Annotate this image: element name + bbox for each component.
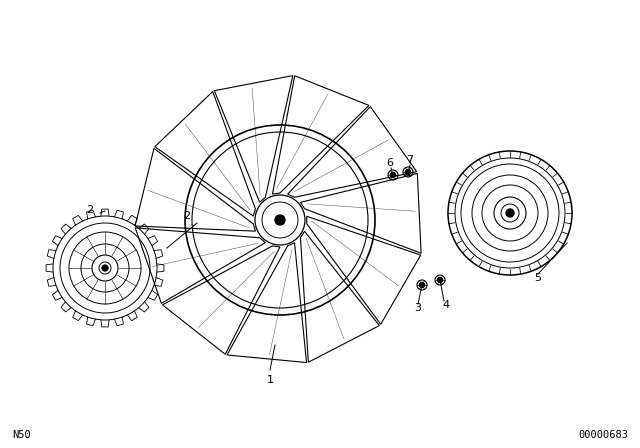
Circle shape	[419, 283, 424, 288]
Text: N50: N50	[12, 430, 31, 440]
Text: 1: 1	[266, 375, 273, 385]
Circle shape	[438, 277, 442, 283]
Text: 7: 7	[406, 155, 413, 165]
Circle shape	[275, 215, 285, 225]
Circle shape	[102, 265, 108, 271]
Text: 2: 2	[86, 205, 93, 215]
Text: 6: 6	[387, 158, 394, 168]
Text: 00000683: 00000683	[578, 430, 628, 440]
Circle shape	[506, 209, 514, 217]
Text: 5: 5	[534, 273, 541, 283]
Text: 2: 2	[184, 211, 191, 221]
Circle shape	[390, 172, 396, 177]
Circle shape	[406, 169, 410, 175]
Text: 3: 3	[415, 303, 422, 313]
Text: 4: 4	[442, 300, 449, 310]
